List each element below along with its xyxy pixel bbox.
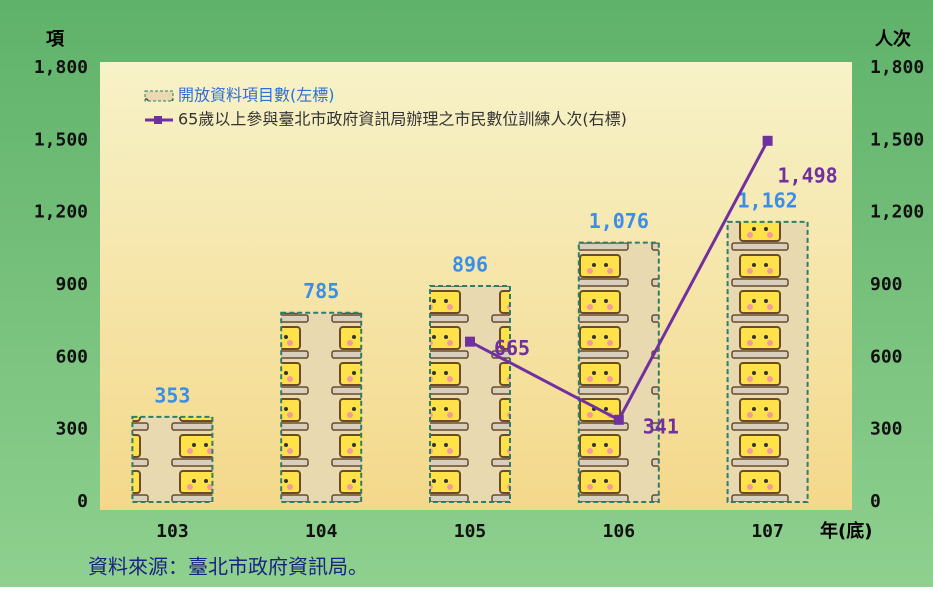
bar bbox=[430, 286, 510, 502]
source: 資料來源：臺北市政府資訊局。 bbox=[88, 555, 368, 579]
bar-value-label: 896 bbox=[452, 252, 488, 276]
y2-tick-label: 1,200 bbox=[870, 202, 924, 223]
y2-tick-label: 600 bbox=[870, 346, 903, 367]
bar-value-label: 1,076 bbox=[589, 209, 649, 233]
line-point bbox=[465, 337, 475, 347]
legend-label: 開放資料項目數(左標) bbox=[178, 86, 335, 105]
legend-label: 65歲以上參與臺北市政府資訊局辦理之市民數位訓練人次(右標) bbox=[178, 110, 627, 129]
y-tick-label: 600 bbox=[55, 346, 88, 367]
line-value-label: 665 bbox=[494, 336, 530, 360]
x-tick-label: 106 bbox=[603, 521, 636, 542]
bar-value-label: 353 bbox=[154, 383, 190, 407]
bar bbox=[579, 243, 659, 502]
y-tick-label: 900 bbox=[55, 274, 88, 295]
y-tick-label: 1,800 bbox=[34, 57, 88, 78]
x-tick-label: 105 bbox=[454, 521, 487, 542]
x-tick-label: 103 bbox=[156, 521, 189, 542]
y-tick-label: 300 bbox=[55, 419, 88, 440]
chart: 項 人次 年(底) 資料來源：臺北市政府資訊局。 0 300 600 900 1,200… bbox=[0, 0, 933, 587]
x-tick-label: 104 bbox=[305, 521, 338, 542]
bar-value-label: 785 bbox=[303, 279, 339, 303]
x-axis-label: 年(底) bbox=[820, 520, 872, 542]
y-tick-label: 0 bbox=[77, 491, 88, 512]
y-tick-label: 1,200 bbox=[34, 202, 88, 223]
y2-axis-label: 人次 bbox=[875, 28, 911, 50]
bar-value-label: 1,162 bbox=[737, 188, 797, 212]
legend-swatch bbox=[154, 116, 162, 124]
line-point bbox=[763, 136, 773, 146]
y-axis-label: 項 bbox=[46, 29, 65, 50]
bar bbox=[132, 417, 212, 502]
y2-tick-label: 300 bbox=[870, 419, 903, 440]
y2-tick-label: 0 bbox=[870, 491, 881, 512]
line-value-label: 1,498 bbox=[777, 163, 837, 187]
y-tick-label: 1,500 bbox=[34, 129, 88, 150]
y2-tick-label: 900 bbox=[870, 274, 903, 295]
y2-tick-label: 1,500 bbox=[870, 129, 924, 150]
line-point bbox=[614, 415, 624, 425]
x-tick-label: 107 bbox=[751, 521, 784, 542]
bar bbox=[728, 222, 808, 502]
bar bbox=[281, 313, 361, 502]
line-value-label: 341 bbox=[643, 414, 679, 438]
y2-tick-label: 1,800 bbox=[870, 57, 924, 78]
page: {"chart_data": {"type": "bar", "y_label"… bbox=[0, 0, 933, 587]
legend-swatch bbox=[145, 91, 173, 101]
